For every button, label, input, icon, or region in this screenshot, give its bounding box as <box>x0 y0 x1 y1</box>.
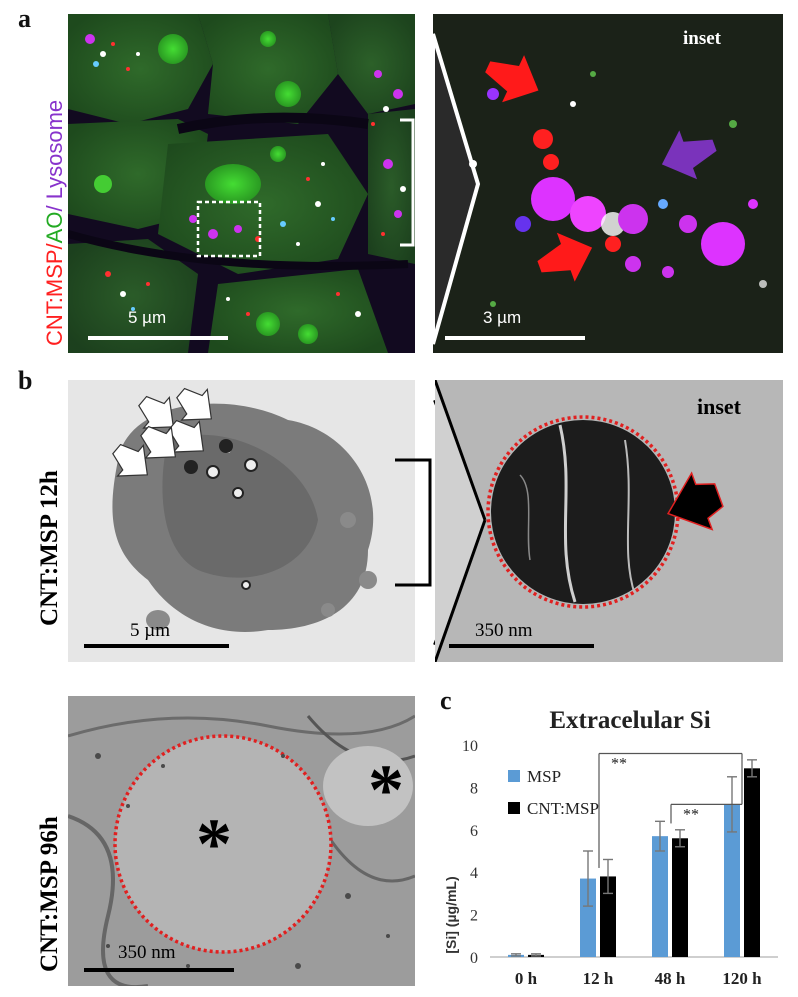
panel-c-letter: c <box>440 686 452 715</box>
fluorescence-cells-drawing <box>68 14 415 353</box>
label-cnt-msp: CNT:MSP <box>42 249 67 346</box>
x-tick-label: 48 h <box>655 969 686 988</box>
significance-label: ** <box>683 806 699 823</box>
row2-label: CNT:MSP 96h <box>36 816 63 972</box>
scale-bar-a-inset <box>445 336 585 340</box>
bar-msp <box>724 804 740 957</box>
panel-b-letter: b <box>18 366 33 395</box>
label-sep-2: / <box>42 199 67 212</box>
asterisk-right: * <box>368 750 404 830</box>
purple-arrow-icon <box>661 130 717 180</box>
bar-cnt-msp <box>600 876 616 957</box>
scale-label-b-inset: 350 nm <box>475 620 533 641</box>
scale-label-a-left: 5 µm <box>128 308 167 327</box>
bar-msp <box>580 878 596 957</box>
y-tick-label: 2 <box>470 908 478 925</box>
scale-label-b-left: 5 µm <box>130 620 170 641</box>
scale-bar-b-96h <box>84 968 234 972</box>
tem-inset-image: inset 350 nm <box>435 380 783 662</box>
tem-cell-drawing <box>112 387 377 632</box>
black-arrow-icon <box>666 471 724 531</box>
y-axis-label: [Si] (µg/mL) <box>443 876 459 953</box>
inset-region-box <box>196 200 262 258</box>
fluorescence-image-cells: 5 µm <box>68 14 415 353</box>
y-tick-label: 6 <box>470 823 478 840</box>
tem-cell-image: 5 µm <box>68 380 415 662</box>
tem-96h-drawing <box>68 696 415 986</box>
significance-label: ** <box>611 755 627 772</box>
bar-cnt-msp <box>744 768 760 957</box>
inset-label-b: inset <box>697 394 741 419</box>
white-arrow-1-icon <box>138 395 175 429</box>
scale-bar-b-left <box>84 644 229 648</box>
legend-swatch <box>508 770 520 782</box>
y-tick-label: 0 <box>470 950 478 967</box>
bar-cnt-msp <box>672 838 688 957</box>
bar-msp <box>652 836 668 957</box>
white-arrow-4-icon <box>140 425 177 459</box>
dissolved-particle-outline <box>113 734 333 954</box>
inset-puncta-drawing <box>433 33 767 345</box>
red-arrow-top-icon <box>485 55 539 103</box>
label-sep-1: / <box>42 243 67 250</box>
scale-bar-a-left <box>88 336 228 340</box>
y-tick-label: 10 <box>462 738 478 755</box>
white-arrow-5-icon <box>176 387 213 421</box>
legend-label: CNT:MSP <box>527 799 599 818</box>
label-lysosome: Lysosome <box>42 99 67 200</box>
inset-label-a: inset <box>683 28 721 49</box>
x-tick-label: 0 h <box>515 969 538 988</box>
asterisk-center: * <box>196 804 232 884</box>
y-tick-label: 4 <box>470 865 478 882</box>
scale-label-a-inset: 3 µm <box>483 308 522 327</box>
x-tick-label: 120 h <box>722 969 762 988</box>
x-tick-label: 12 h <box>583 969 614 988</box>
red-arrow-bottom-icon <box>537 232 593 282</box>
panel-a-channel-label: CNT:MSP/AO/ Lysosome <box>42 100 68 346</box>
legend-label: MSP <box>527 767 561 786</box>
row1-label: CNT:MSP 12h <box>36 470 63 626</box>
legend-swatch <box>508 802 520 814</box>
white-arrow-3-icon <box>112 443 149 477</box>
y-tick-label: 8 <box>470 780 478 797</box>
chart-title: Extracelular Si <box>549 707 710 734</box>
scale-bar-b-inset <box>449 644 594 648</box>
bar-chart-extracellular-si: Extracelular Si [Si] (µg/mL) 0 2 4 6 8 10 0 h 1… <box>443 707 778 988</box>
label-ao: AO <box>42 211 67 244</box>
tem-inset-drawing <box>435 380 724 662</box>
scale-label-b-96h: 350 nm <box>118 942 176 963</box>
fluorescence-inset-image: inset 3 µm <box>433 14 783 353</box>
tem-96h-image: * * 350 nm <box>68 696 415 986</box>
panel-a-letter: a <box>18 4 31 33</box>
